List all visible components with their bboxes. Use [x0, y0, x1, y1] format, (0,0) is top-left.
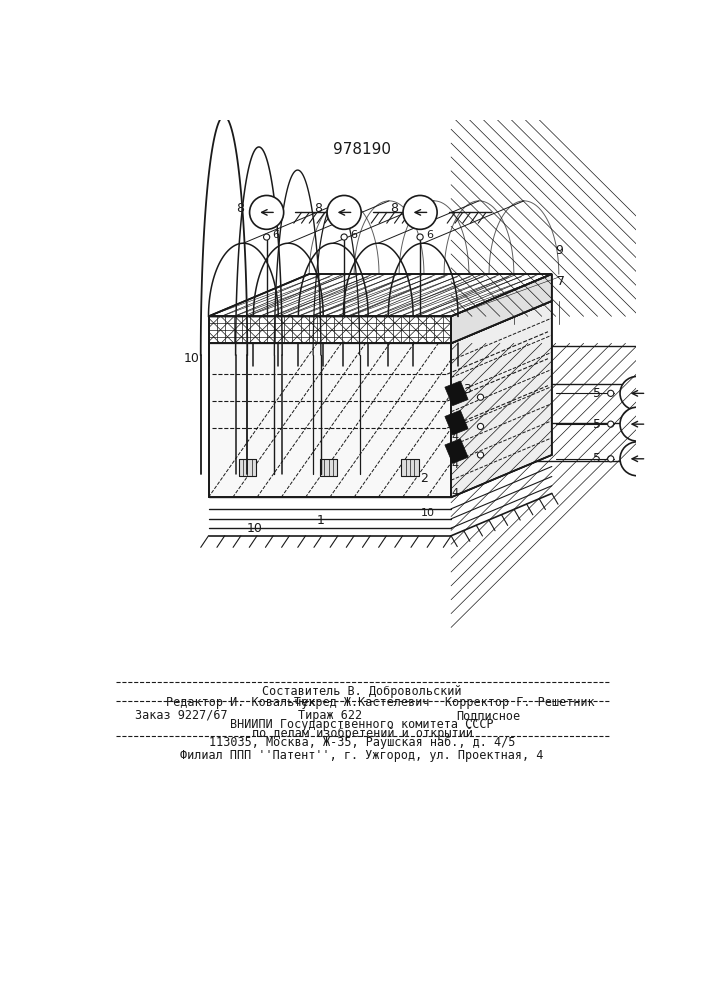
Circle shape: [607, 456, 614, 462]
Text: 113035, Москва, Ж-35, Раушская наб., д. 4/5: 113035, Москва, Ж-35, Раушская наб., д. …: [209, 736, 515, 749]
Text: 5: 5: [592, 452, 601, 465]
Text: 10: 10: [184, 352, 199, 365]
Text: Техред Ж.Кастелевич: Техред Ж.Кастелевич: [293, 696, 429, 709]
Circle shape: [620, 442, 654, 476]
Text: 4: 4: [451, 396, 459, 406]
Text: Подписное: Подписное: [457, 709, 520, 722]
Polygon shape: [209, 301, 552, 343]
Polygon shape: [445, 439, 468, 463]
Circle shape: [250, 195, 284, 229]
Polygon shape: [320, 459, 337, 476]
Circle shape: [620, 407, 654, 441]
Polygon shape: [209, 316, 451, 343]
Circle shape: [327, 195, 361, 229]
Polygon shape: [239, 459, 256, 476]
Text: 8: 8: [390, 202, 398, 215]
Text: ВНИИПИ Государственного комитета СССР: ВНИИПИ Государственного комитета СССР: [230, 718, 493, 731]
Text: по делам изобретений и открытий: по делам изобретений и открытий: [252, 727, 472, 740]
Text: Заказ 9227/67: Заказ 9227/67: [135, 709, 228, 722]
Polygon shape: [445, 410, 468, 435]
Text: 6: 6: [426, 231, 433, 240]
Circle shape: [607, 421, 614, 427]
Polygon shape: [451, 274, 552, 343]
Circle shape: [264, 234, 270, 240]
Text: 8: 8: [236, 202, 245, 215]
Circle shape: [341, 234, 347, 240]
Circle shape: [620, 376, 654, 410]
Text: 1: 1: [317, 514, 325, 527]
Polygon shape: [209, 343, 451, 497]
Circle shape: [477, 452, 484, 458]
Polygon shape: [451, 301, 552, 497]
Circle shape: [477, 394, 484, 400]
Text: 5: 5: [592, 418, 601, 431]
Text: 6: 6: [272, 231, 279, 240]
Polygon shape: [445, 381, 468, 406]
Text: 10: 10: [421, 508, 435, 518]
Text: 10: 10: [247, 522, 263, 535]
Text: Тираж 622: Тираж 622: [298, 709, 362, 722]
Circle shape: [477, 423, 484, 430]
Text: Составитель В. Добровольский: Составитель В. Добровольский: [262, 685, 462, 698]
Text: 4: 4: [451, 432, 459, 442]
Text: 9: 9: [556, 244, 563, 257]
Circle shape: [607, 390, 614, 396]
Text: 6: 6: [350, 231, 357, 240]
Text: 2: 2: [420, 472, 428, 485]
Polygon shape: [209, 274, 552, 316]
Text: Корректор Г. Решетник: Корректор Г. Решетник: [445, 696, 595, 709]
Text: 3: 3: [462, 383, 471, 396]
Text: 5: 5: [592, 387, 601, 400]
Text: 4: 4: [451, 460, 459, 470]
Text: Филиал ППП ''Патент'', г. Ужгород, ул. Проектная, 4: Филиал ППП ''Патент'', г. Ужгород, ул. П…: [180, 749, 544, 762]
Text: 8: 8: [314, 202, 322, 215]
Text: 7: 7: [557, 275, 565, 288]
Text: 4: 4: [451, 488, 459, 498]
Circle shape: [417, 234, 423, 240]
Circle shape: [403, 195, 437, 229]
Text: 978190: 978190: [333, 142, 391, 157]
Polygon shape: [402, 459, 419, 476]
Text: Редактор И. Ковальчук: Редактор И. Ковальчук: [166, 696, 315, 709]
